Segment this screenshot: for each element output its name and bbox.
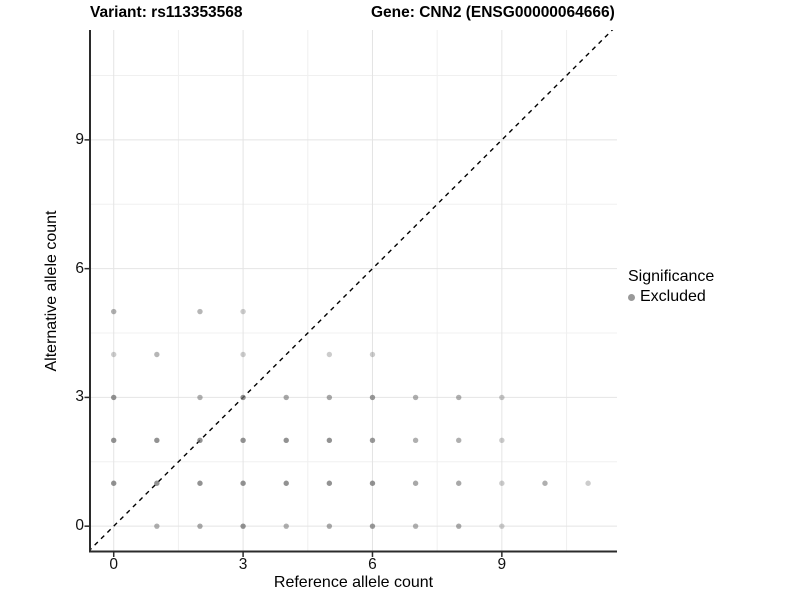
data-point (240, 394, 246, 401)
data-point (154, 351, 160, 358)
data-point (369, 437, 376, 444)
data-point (499, 480, 505, 486)
data-point (412, 437, 419, 444)
data-point (369, 394, 376, 401)
x-tick-label: 6 (368, 556, 377, 573)
y-tick-label: 6 (75, 259, 84, 277)
data-point (111, 394, 117, 401)
identity-line (90, 30, 614, 551)
data-point (240, 437, 246, 444)
legend-item-excluded: Excluded (628, 288, 714, 306)
data-point (111, 437, 117, 444)
x-tick-label: 9 (497, 556, 507, 573)
data-point (197, 394, 203, 401)
legend-item-label: Excluded (640, 288, 706, 305)
data-point (111, 480, 117, 486)
legend-point-icon (628, 293, 635, 301)
data-point (369, 480, 376, 486)
data-point (585, 480, 591, 486)
data-point (154, 523, 160, 529)
data-point (283, 523, 289, 529)
data-point (542, 480, 548, 486)
data-point (326, 351, 333, 358)
legend-title: Significance (628, 268, 715, 285)
data-point (369, 351, 376, 358)
data-point (456, 523, 462, 529)
data-point (456, 394, 462, 401)
plot-title-gene: Gene: CNN2 (ENSG00000064666) (371, 4, 615, 21)
data-point (499, 437, 505, 444)
y-tick-label: 3 (75, 388, 84, 406)
data-point (197, 308, 203, 315)
data-point (240, 351, 246, 358)
data-point (197, 437, 203, 444)
data-point (283, 437, 289, 444)
legend: Significance Excluded (628, 268, 714, 306)
y-tick-label: 0 (75, 517, 84, 535)
plot-title-variant: Variant: rs113353568 (90, 4, 243, 21)
x-tick-label: 3 (238, 556, 248, 573)
data-point (197, 480, 203, 486)
data-point (111, 351, 117, 358)
data-point (154, 437, 160, 444)
data-point (283, 394, 289, 401)
data-point (240, 480, 246, 486)
x-axis-title: Reference allele count (273, 574, 434, 591)
x-tick-label: 0 (109, 556, 119, 573)
data-point (412, 480, 419, 486)
data-point (456, 437, 462, 444)
data-point (456, 480, 462, 486)
data-point (283, 480, 289, 486)
data-point (499, 523, 505, 529)
data-point (499, 394, 505, 401)
data-point (369, 523, 376, 529)
data-point (412, 523, 419, 529)
data-point (326, 523, 333, 529)
data-point (412, 394, 419, 401)
y-axis-title: Alternative allele count (43, 210, 60, 372)
data-point (111, 308, 117, 315)
data-point (326, 394, 333, 401)
data-point (240, 523, 246, 529)
data-point (326, 480, 333, 486)
data-point (154, 480, 160, 486)
data-point (326, 437, 333, 444)
data-point (197, 523, 203, 529)
y-tick-label: 9 (75, 130, 84, 148)
data-point (240, 308, 246, 315)
